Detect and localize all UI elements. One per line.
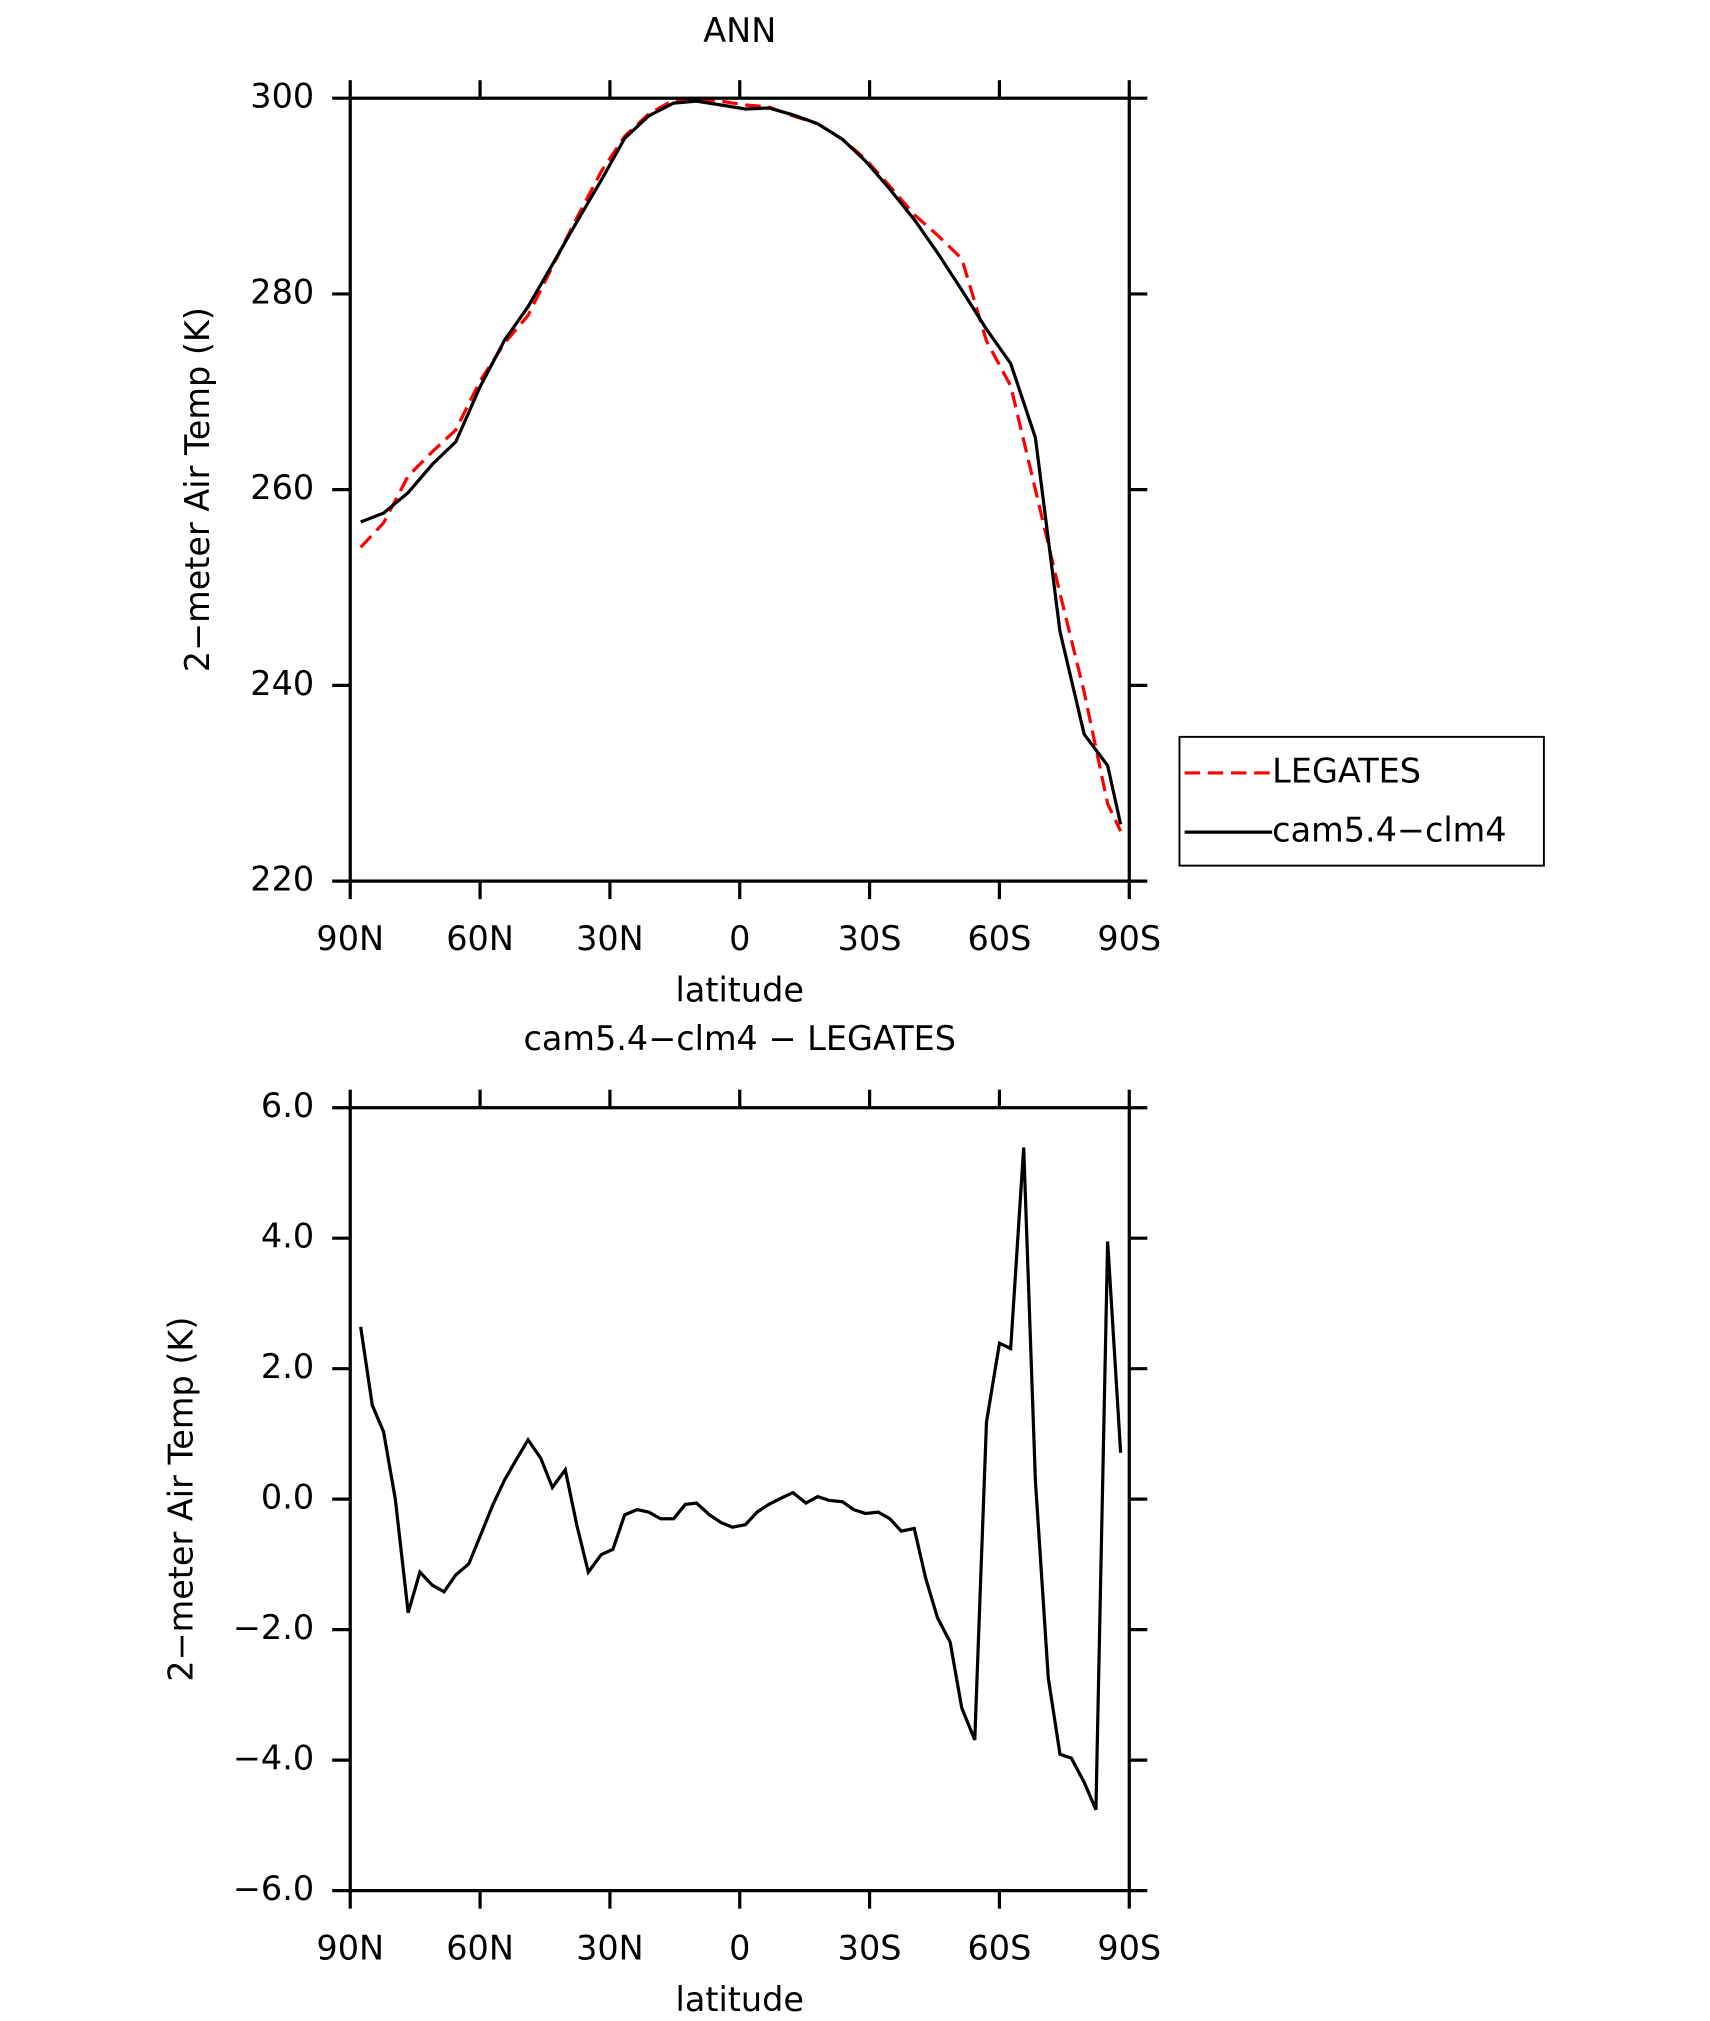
x-tick-label: 0 <box>729 919 750 958</box>
x-tick-label: 90N <box>316 1928 384 1967</box>
y-tick-label: 240 <box>250 664 314 703</box>
x-tick-label: 30S <box>838 919 902 958</box>
x-tick-label: 30N <box>576 919 644 958</box>
plot: ANN latitude 2−meter Air Temp (K) 220 240 260… <box>178 11 1545 1009</box>
x-tick-label: 30S <box>838 1928 902 1967</box>
x-tick-label: 90S <box>1097 1928 1161 1967</box>
y-tick-label: 260 <box>250 468 314 507</box>
data-line <box>359 98 1123 832</box>
x-tick-label: 60N <box>446 919 514 958</box>
y-tick-label: −2.0 <box>233 1608 314 1647</box>
y-tick-label: 2.0 <box>261 1347 314 1386</box>
plot: cam5.4−clm4 − LEGATES latitude 2−meter Air… <box>161 1019 1161 2019</box>
y-tick-label: 220 <box>250 860 314 899</box>
x-tick-label: 90S <box>1097 919 1161 958</box>
plot-frame <box>348 1106 1131 1893</box>
x-axis-label: latitude <box>676 1980 804 2019</box>
y-tick-label: −6.0 <box>233 1869 314 1908</box>
x-tick-label: 0 <box>729 1928 750 1967</box>
x-tick-label: 30N <box>576 1928 644 1967</box>
data-line <box>360 99 1123 825</box>
x-tick-label: 60S <box>968 1928 1032 1967</box>
y-tick-label: −4.0 <box>233 1739 314 1778</box>
y-tick-label: 280 <box>250 272 314 311</box>
x-tick-label: 90N <box>316 919 384 958</box>
y-axis-label: 2−meter Air Temp (K) <box>178 307 217 672</box>
legend-box <box>1178 735 1545 867</box>
data-line <box>359 1147 1123 1811</box>
x-tick-label: 60N <box>446 1928 514 1967</box>
legend-label: LEGATES <box>1272 751 1421 790</box>
y-tick-label: 0.0 <box>261 1478 314 1517</box>
x-tick-label: 60S <box>968 919 1032 958</box>
plot-frame <box>348 96 1131 883</box>
y-tick-label: 300 <box>250 77 314 116</box>
y-tick-label: 4.0 <box>261 1217 314 1256</box>
y-axis-label: 2−meter Air Temp (K) <box>161 1317 200 1682</box>
legend-label: cam5.4−clm4 <box>1272 811 1506 850</box>
legend: LEGATES cam5.4−clm4 <box>1178 735 1545 867</box>
chart-title: ANN <box>703 11 776 50</box>
x-axis-label: latitude <box>676 970 804 1009</box>
chart-title: cam5.4−clm4 − LEGATES <box>523 1019 956 1058</box>
y-tick-label: 6.0 <box>261 1086 314 1125</box>
